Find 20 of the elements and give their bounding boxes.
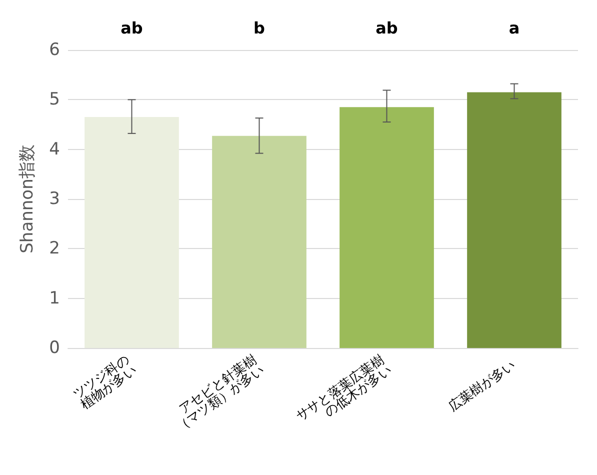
bar [467, 92, 562, 348]
x-tick-label: アセビと針葉樹 （マツ類）が多い [174, 352, 268, 436]
y-tick-label: 0 [49, 338, 60, 358]
x-tick-label: 広葉樹が多い [445, 357, 519, 415]
y-tick-label: 1 [49, 288, 60, 308]
text: b [254, 18, 265, 38]
y-tick-label: 6 [49, 40, 60, 60]
x-tick-label: ササと落葉広葉樹 の低木が多い [292, 352, 395, 425]
y-axis-title: Shannon指数 [18, 144, 38, 254]
y-tick-label: 4 [49, 139, 60, 160]
y-tick-label: 5 [49, 90, 60, 110]
bar [340, 107, 434, 348]
text: ab [120, 18, 143, 38]
bar [84, 117, 179, 348]
y-tick-label: 3 [49, 189, 60, 209]
text: a [508, 18, 520, 38]
x-tick-label: ツツジ科の 植物が多い [70, 352, 140, 413]
y-tick-label: 2 [49, 238, 60, 259]
bar [212, 136, 306, 348]
text: ab [376, 18, 398, 38]
